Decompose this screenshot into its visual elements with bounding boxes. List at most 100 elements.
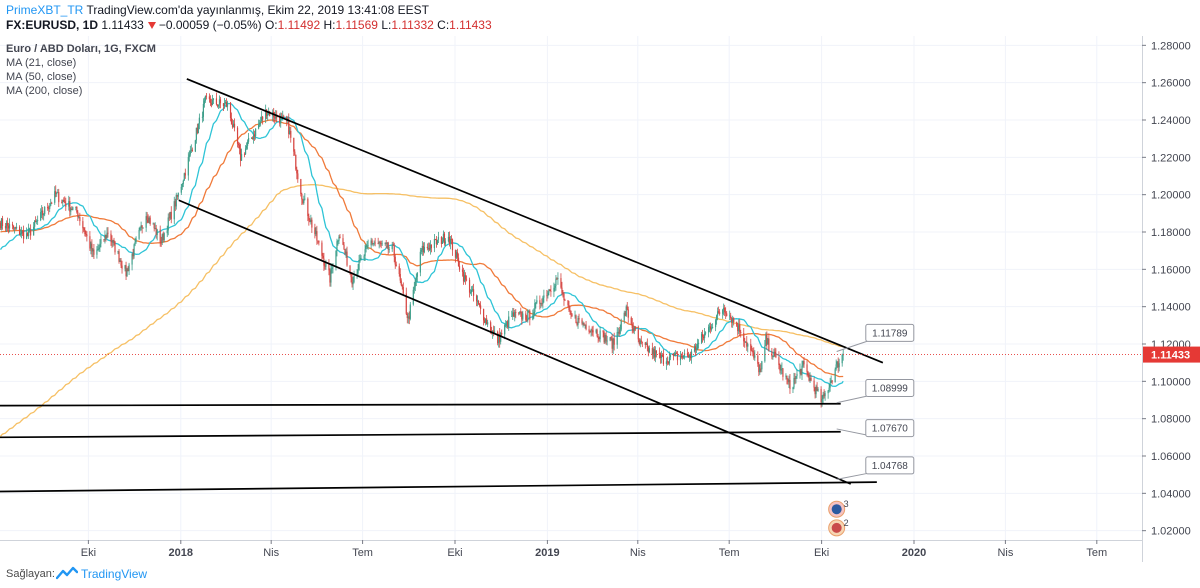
candle — [743, 327, 745, 347]
candle — [695, 343, 698, 354]
candle-body — [620, 320, 622, 330]
price-tick-label: 1.04000 — [1151, 488, 1191, 500]
last-price: 1.11433 — [101, 18, 144, 32]
candle-body — [520, 311, 522, 313]
candle — [210, 98, 213, 108]
low-label: L: — [381, 18, 392, 32]
candle-body — [145, 216, 147, 228]
candle — [420, 248, 422, 255]
candle — [90, 241, 92, 255]
economic-events[interactable]: 32 — [828, 499, 849, 537]
candle — [774, 347, 776, 358]
candle-body — [456, 252, 459, 258]
price-callouts[interactable]: 1.11789 1.08999 1.07670 1.04768 — [836, 323, 915, 480]
candle — [40, 208, 42, 222]
candle-body — [309, 219, 311, 223]
candle — [603, 330, 605, 345]
provider-brand[interactable]: TradingView — [81, 567, 148, 581]
candle — [451, 238, 454, 256]
candle — [204, 95, 206, 103]
candle — [184, 168, 186, 179]
candle — [484, 317, 486, 324]
candle-body — [408, 316, 410, 319]
candle — [65, 197, 67, 211]
candle — [507, 319, 509, 329]
candle-body — [519, 311, 521, 314]
candle-body — [392, 245, 394, 246]
candle-body — [747, 344, 749, 347]
candle-body — [779, 365, 781, 371]
candle — [624, 310, 626, 317]
candle-body — [173, 201, 175, 220]
candle — [358, 255, 360, 271]
candle — [576, 321, 578, 327]
candle-body — [659, 353, 661, 359]
candle — [765, 332, 767, 347]
candle — [223, 97, 226, 109]
candle — [522, 310, 524, 322]
price-axis[interactable]: 1.28000 1.26000 1.24000 1.22000 1.20000 1.180… — [1142, 36, 1200, 562]
candle-body — [427, 247, 429, 249]
candle-body — [718, 311, 720, 313]
candle — [294, 149, 296, 156]
candle — [120, 258, 122, 269]
candle-body — [282, 115, 284, 117]
candle-body — [322, 255, 324, 259]
candle-body — [266, 109, 268, 116]
candle — [665, 357, 668, 370]
candle — [521, 311, 523, 325]
publisher-name[interactable]: PrimeXBT_TR — [6, 3, 84, 17]
candle — [485, 318, 487, 326]
candle — [557, 272, 559, 285]
candle — [669, 354, 672, 361]
candle-body — [68, 201, 70, 207]
candle-body — [419, 251, 421, 273]
candle — [314, 223, 316, 239]
candle-body — [623, 312, 625, 321]
candle-body — [14, 227, 17, 229]
candle-body — [751, 350, 753, 352]
candle — [772, 355, 774, 360]
event-flag-eu-icon: 3 — [828, 499, 849, 518]
candle-body — [476, 300, 479, 302]
candle-body — [672, 354, 675, 357]
candle — [807, 370, 809, 378]
candle-body — [703, 333, 706, 339]
trendlines[interactable] — [0, 78, 884, 493]
candle — [655, 350, 657, 358]
candle-body — [581, 319, 583, 324]
tradingview-logo-icon[interactable] — [56, 565, 78, 581]
candle — [504, 323, 506, 340]
candle-body — [184, 173, 186, 176]
candle — [247, 132, 250, 144]
legend-ma21[interactable]: MA (21, close) — [6, 57, 76, 69]
candle — [508, 310, 510, 331]
candle-body — [30, 229, 32, 236]
candle-body — [127, 268, 129, 272]
candle-body — [553, 287, 555, 292]
candle — [222, 102, 225, 112]
time-axis[interactable]: Eki 2018 Nis Tem Eki 2019 Nis Tem Eki 2020 Nis Tem — [0, 540, 1142, 559]
candle-body — [806, 364, 808, 372]
candle-body — [204, 95, 206, 101]
candle — [265, 104, 267, 124]
candle — [719, 309, 721, 316]
candle-body — [96, 249, 98, 255]
candle — [47, 202, 49, 211]
candle-body — [653, 349, 655, 358]
legend-ma50[interactable]: MA (50, close) — [6, 71, 76, 83]
legend-ma200[interactable]: MA (200, close) — [6, 85, 82, 97]
candle-body — [6, 223, 9, 226]
candle — [588, 325, 590, 335]
candle-body — [294, 151, 296, 155]
candle-body — [41, 210, 43, 213]
candle — [470, 286, 473, 297]
candle — [13, 227, 16, 234]
candle — [166, 225, 168, 238]
candle — [237, 141, 240, 149]
candle — [42, 206, 44, 220]
candle-body — [394, 256, 396, 265]
candle-body — [815, 386, 817, 395]
candle-body — [744, 341, 746, 343]
